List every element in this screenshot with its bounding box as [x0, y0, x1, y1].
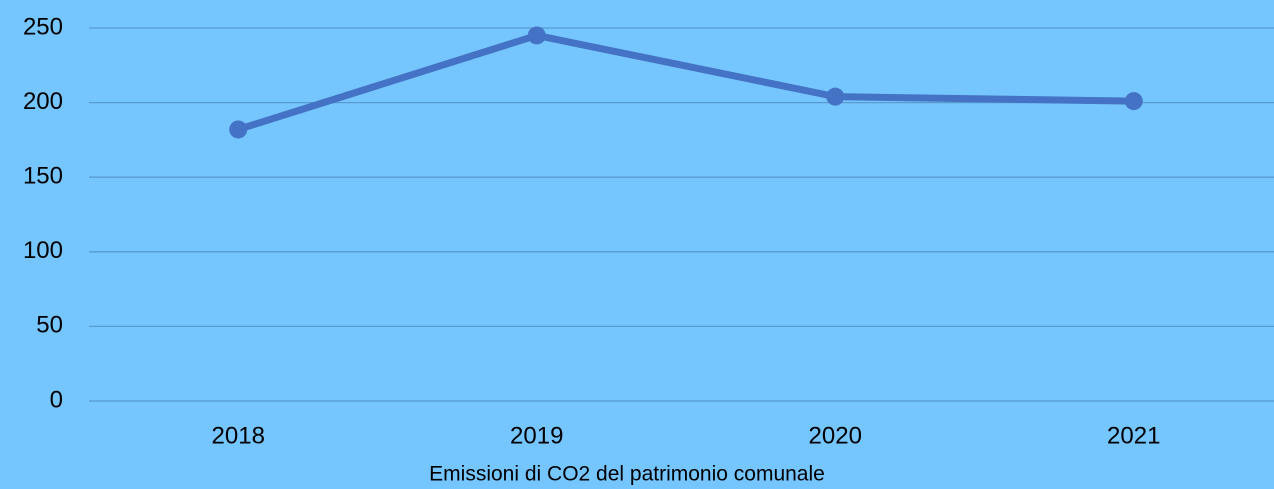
- y-tick-label: 50: [36, 312, 63, 339]
- data-point: [826, 87, 845, 106]
- data-line: [237, 31, 1134, 133]
- y-tick-label: 150: [23, 163, 63, 190]
- x-tick-label: 2021: [1107, 422, 1160, 449]
- y-tick-label: 250: [23, 13, 63, 40]
- data-point: [527, 26, 546, 45]
- y-tick-label: 0: [50, 386, 63, 413]
- y-tick-label: 100: [23, 237, 63, 264]
- y-tick-label: 200: [23, 88, 63, 115]
- x-tick-label: 2018: [212, 422, 265, 449]
- data-point: [1124, 92, 1143, 111]
- x-tick-label: 2019: [510, 422, 563, 449]
- x-axis-label: Emissioni di CO2 del patrimonio comunale: [429, 463, 825, 486]
- data-point: [229, 120, 248, 139]
- x-tick-label: 2020: [809, 422, 862, 449]
